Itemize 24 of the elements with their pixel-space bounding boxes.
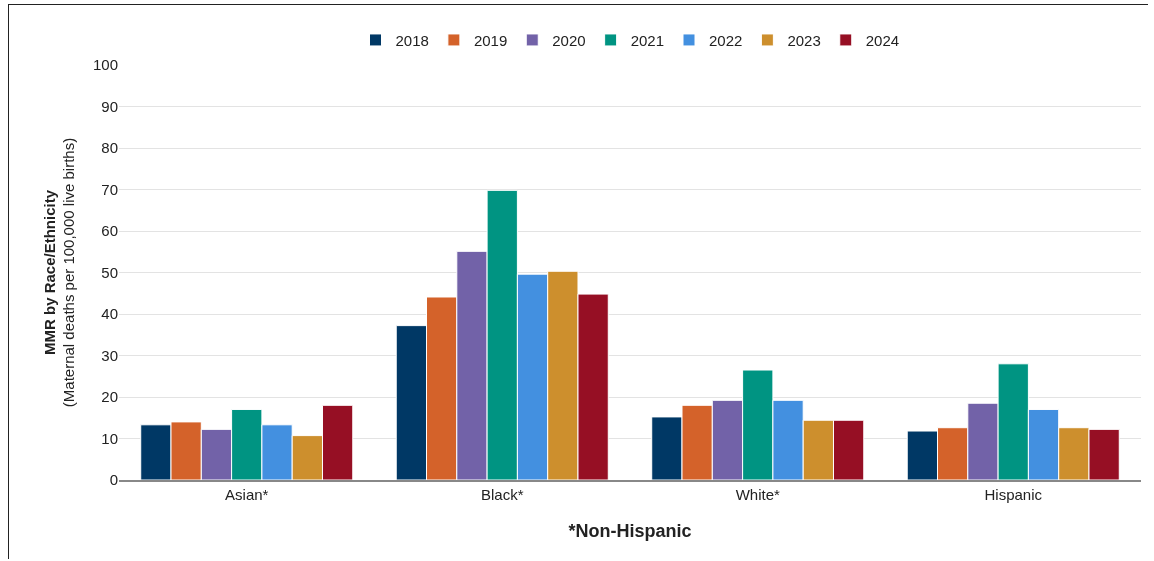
y-tick-label: 0 <box>109 471 118 489</box>
legend-label: 2020 <box>552 31 586 49</box>
legend-label: 2019 <box>473 31 508 49</box>
legend-label: 2023 <box>787 31 821 49</box>
legend-label: 2022 <box>709 31 743 49</box>
x-tick-label: Asian* <box>225 486 269 503</box>
y-tick-label: 10 <box>101 429 118 447</box>
y-tick-label: 50 <box>101 263 118 281</box>
x-axis-title: *Non-Hispanic <box>568 520 692 541</box>
legend-label: 2024 <box>865 31 900 49</box>
y-tick-label: 40 <box>101 305 118 323</box>
legend-label: 2021 <box>630 31 664 49</box>
legend-label: 2018 <box>395 31 429 49</box>
x-tick-label: Black* <box>480 486 524 503</box>
y-tick-label: 80 <box>101 139 118 157</box>
x-tick-label: White* <box>735 486 780 503</box>
y-tick-label: 30 <box>101 346 118 364</box>
y-axis-title: MMR by Race/Ethnicity (Maternal deaths per 100,000 live births) <box>40 137 78 408</box>
y-tick-label: 60 <box>101 222 118 240</box>
x-tick-label: Hispanic <box>984 486 1043 503</box>
y-tick-label: 90 <box>101 97 118 115</box>
y-tick-label: 70 <box>101 180 118 198</box>
y-tick-label: 20 <box>101 388 118 406</box>
y-tick-label: 100 <box>92 56 118 74</box>
